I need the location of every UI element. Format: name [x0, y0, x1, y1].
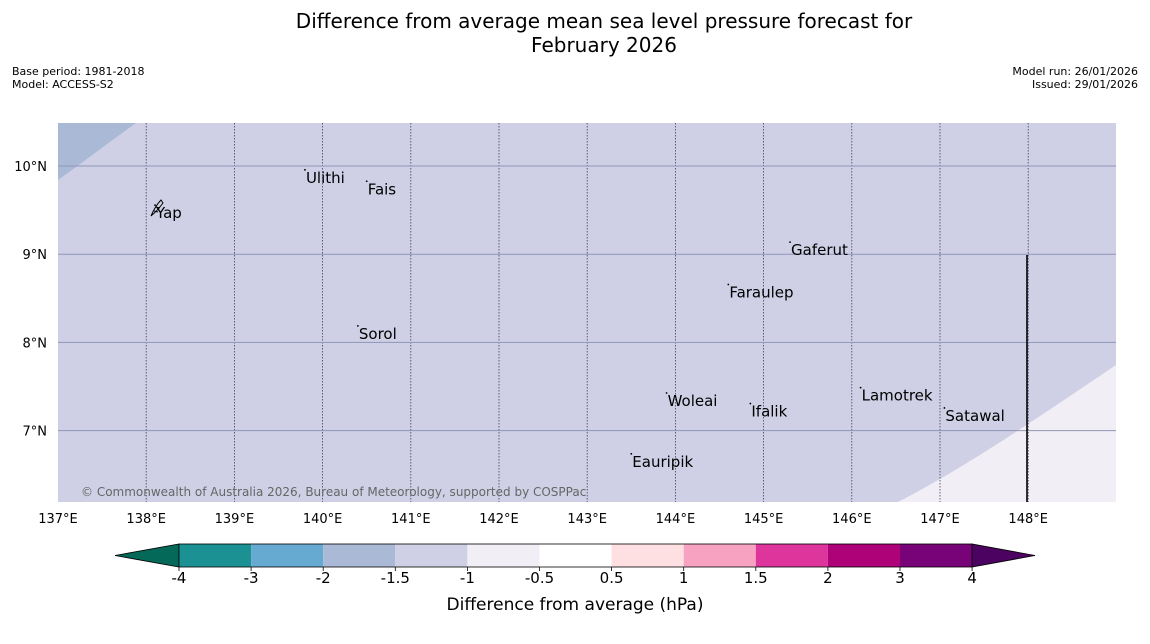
- place-label: Ulithi: [306, 169, 345, 187]
- place-marker: [630, 452, 633, 455]
- place-marker: [356, 325, 359, 327]
- colorbar-bin: [900, 544, 973, 567]
- colorbar-bin: [611, 544, 684, 567]
- map-title-line-2: February 2026: [531, 33, 677, 57]
- colorbar-tick-label: -1: [460, 569, 475, 587]
- colorbar-tick-label: 1: [679, 569, 689, 587]
- yap-island-shape: [150, 199, 164, 217]
- graticule: [58, 123, 1116, 502]
- place-marker: [727, 283, 730, 286]
- longitude-tick-label: 148°E: [1008, 512, 1048, 527]
- place-marker: [304, 168, 306, 171]
- colorbar-tick-label: 4: [967, 569, 977, 587]
- colorbar-bin: [251, 544, 324, 567]
- place-label: Satawal: [945, 407, 1004, 425]
- longitude-tick-label: 146°E: [832, 512, 872, 527]
- colorbar-tick-label: -4: [172, 569, 187, 587]
- latitude-tick-label: 7°N: [23, 425, 48, 440]
- colorbar-tick-label: 2: [823, 569, 833, 587]
- colorbar-tick-label: 3: [895, 569, 905, 587]
- place-label: Yap: [155, 204, 182, 222]
- place-marker: [665, 392, 668, 394]
- place-marker: [365, 180, 368, 183]
- longitude-tick-label: 137°E: [38, 512, 78, 527]
- colorbar-bin: [395, 544, 468, 567]
- colorbar-tick-label: 1.5: [744, 569, 768, 587]
- longitude-tick-label: 139°E: [215, 512, 255, 527]
- place-label: Gaferut: [791, 241, 848, 259]
- colorbar-bin: [827, 544, 900, 567]
- colorbar-bin: [467, 544, 540, 567]
- colorbar-bin: [323, 544, 396, 567]
- colorbar-title: Difference from average (hPa): [447, 595, 704, 615]
- base-period-text: Base period: 1981-2018: [12, 65, 145, 78]
- colorbar-tick-label: -1.5: [381, 569, 410, 587]
- colorbar-bin: [755, 544, 828, 567]
- map-area[interactable]: Ulithi Fais Yap Gaferut Faraulep Sorol Lamotre…: [58, 123, 1116, 502]
- longitude-tick-label: 143°E: [567, 512, 607, 527]
- latitude-tick-label: 8°N: [23, 336, 48, 351]
- copyright-text: © Commonwealth of Australia 2026, Bureau…: [81, 485, 586, 499]
- model-text: Model: ACCESS-S2: [12, 78, 114, 91]
- colorbar-bin: [179, 544, 252, 567]
- longitude-tick-label: 147°E: [920, 512, 960, 527]
- issued-text: Issued: 29/01/2026: [1031, 78, 1138, 91]
- colorbar-extend-max: [971, 543, 1036, 568]
- place-marker: [154, 204, 156, 207]
- longitude-tick-label: 140°E: [303, 512, 343, 527]
- colorbar-outline: [178, 543, 973, 568]
- colorbar-tick-label: -2: [316, 569, 331, 587]
- place-label: Lamotrek: [862, 387, 933, 405]
- map-title-line-1: Difference from average mean sea level p…: [295, 9, 913, 33]
- longitude-tick-label: 144°E: [656, 512, 696, 527]
- colorbar: -4 -3 -2 -1.5 -1 -0.5 0.5 1 1.5 2 3 4: [114, 543, 1036, 587]
- place-label: Faraulep: [729, 283, 793, 301]
- place-label: Eauripik: [632, 453, 693, 471]
- colorbar-tick-label: -0.5: [525, 569, 554, 587]
- place-marker: [749, 402, 752, 405]
- longitude-tick-label: 138°E: [126, 512, 166, 527]
- colorbar-extend-min: [114, 543, 180, 568]
- place-label: Woleai: [668, 392, 718, 410]
- longitude-axis: 137°E 138°E 139°E 140°E 141°E 142°E 143°E 144°E…: [38, 512, 1048, 527]
- place-marker: [859, 386, 862, 389]
- longitude-tick-label: 141°E: [391, 512, 431, 527]
- place-label: Sorol: [359, 325, 397, 343]
- pressure-field-se-corner: [898, 365, 1116, 502]
- place-marker: [943, 407, 946, 409]
- colorbar-bin: [683, 544, 756, 567]
- longitude-tick-label: 142°E: [479, 512, 519, 527]
- base-info: Base period: 1981-2018 Model: ACCESS-S2: [12, 65, 144, 91]
- colorbar-tick-label: 0.5: [600, 569, 624, 587]
- model-run-text: Model run: 26/01/2026: [1012, 65, 1138, 78]
- latitude-axis: 10°N 9°N 8°N 7°N: [14, 160, 47, 440]
- colorbar-tick-label: -3: [244, 569, 259, 587]
- latitude-tick-label: 9°N: [23, 248, 48, 263]
- map-title: Difference from average mean sea level p…: [0, 9, 1150, 57]
- place-label: Fais: [368, 180, 397, 198]
- latitude-tick-label: 10°N: [14, 160, 47, 175]
- place-labels: Ulithi Fais Yap Gaferut Faraulep Sorol Lamotre…: [154, 169, 1005, 471]
- run-info: Model run: 26/01/2026 Issued: 29/01/2026: [1012, 65, 1138, 91]
- place-label: Ifalik: [751, 403, 787, 421]
- colorbar-bin: [539, 544, 612, 567]
- longitude-tick-label: 145°E: [744, 512, 784, 527]
- place-marker: [789, 241, 791, 244]
